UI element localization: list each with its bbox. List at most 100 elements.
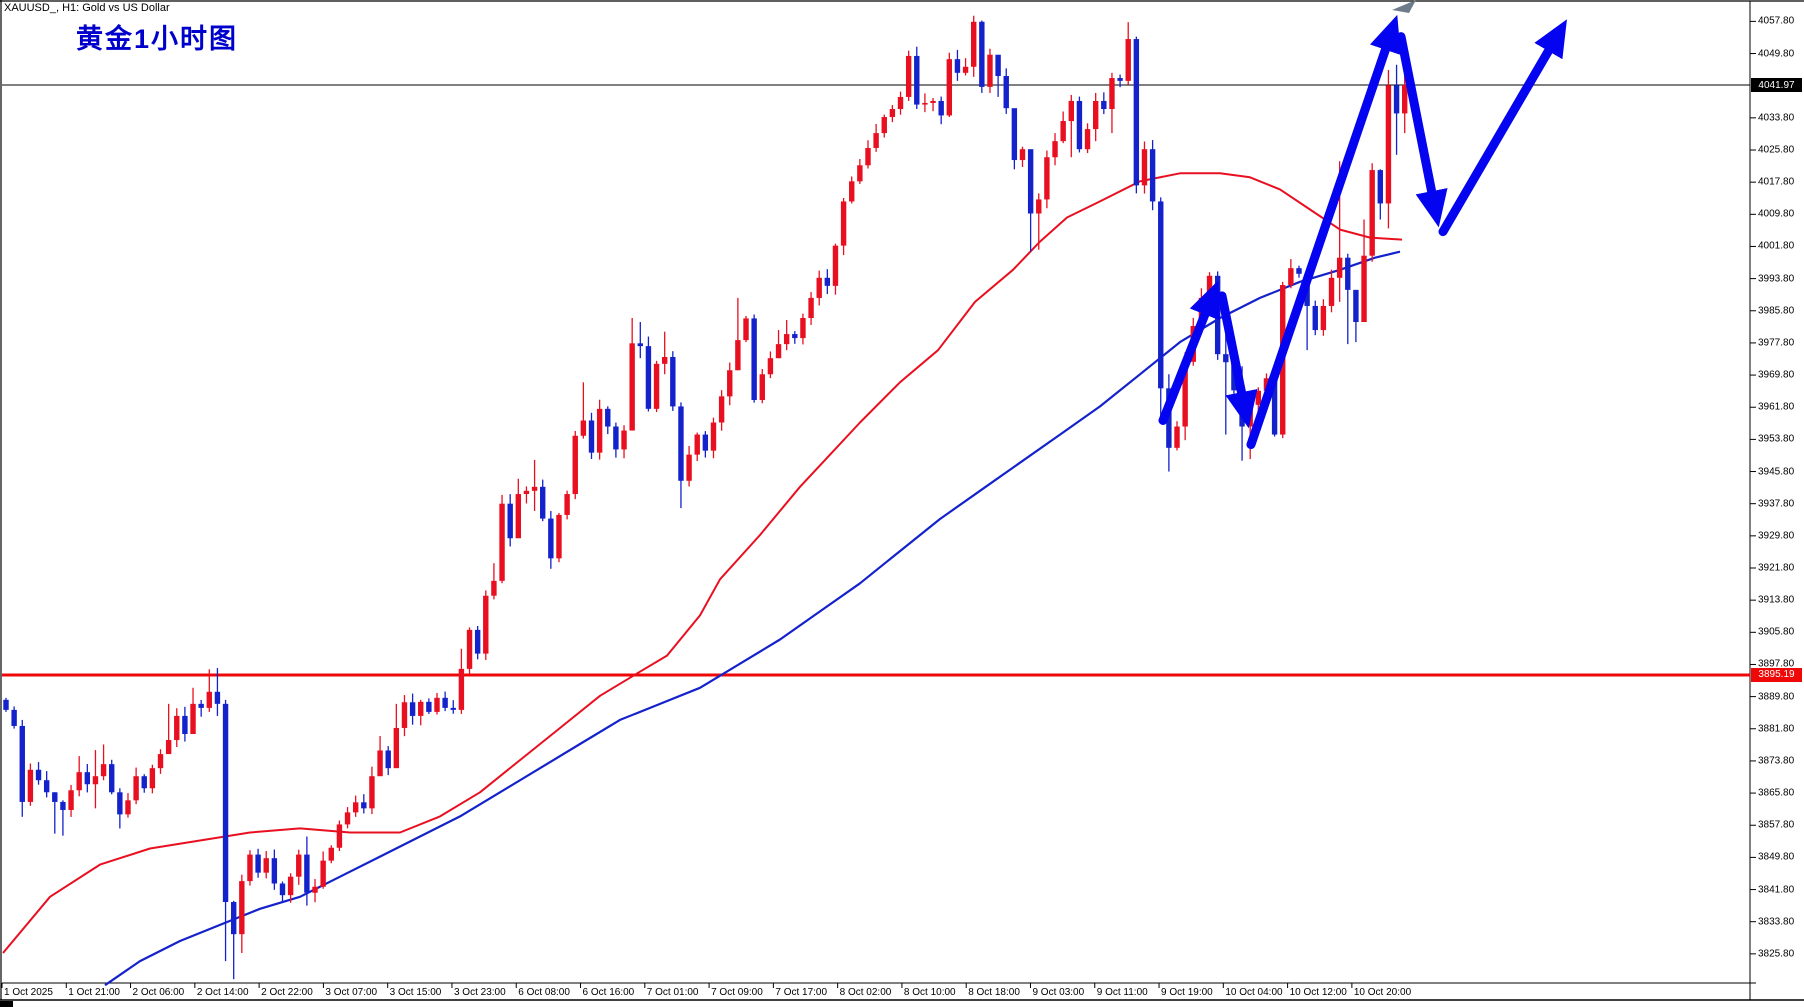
trend-arrow[interactable] (1396, 32, 1448, 228)
trend-arrow[interactable] (1438, 19, 1567, 237)
price-axis-label: 3825.80 (1758, 948, 1795, 960)
candle-body (857, 165, 863, 182)
candle-body (832, 245, 839, 286)
candle-body (930, 100, 936, 103)
candle-body (1174, 426, 1180, 448)
candle-body (1068, 100, 1074, 122)
candle-body (1052, 141, 1058, 158)
candle-body (1011, 108, 1018, 161)
candle-body (442, 697, 448, 708)
candle-body (206, 691, 212, 708)
time-axis-label: 3 Oct 07:00 (325, 987, 378, 998)
candle-body (572, 435, 578, 495)
candle-body (1312, 305, 1318, 331)
candle-body (214, 691, 221, 704)
candle-body (1166, 388, 1172, 448)
ma-red-line (2, 172, 1403, 954)
candle-body (344, 812, 351, 825)
candle-body (1223, 354, 1229, 363)
candle-body (239, 881, 245, 935)
candle-body (653, 363, 660, 409)
candle-body (1092, 100, 1099, 130)
candle-body (792, 334, 798, 339)
trend-arrow[interactable] (1246, 14, 1401, 450)
candle-body (1271, 378, 1278, 435)
trend-arrows-layer[interactable] (1158, 0, 1567, 450)
candle-body (60, 801, 66, 810)
candle-body (1320, 305, 1327, 331)
chart-watermark-label: 黄金1小时图 (76, 24, 239, 54)
candle-body (718, 396, 725, 423)
trend-arrow[interactable] (1158, 280, 1220, 425)
candle-body (507, 503, 513, 539)
candle-body (1141, 149, 1148, 186)
candle-body (458, 668, 465, 710)
candle-body (686, 454, 692, 481)
time-axis-label: 9 Oct 19:00 (1161, 987, 1213, 998)
support-price-badge[interactable]: 3895.19 (1751, 667, 1802, 682)
candle-body (483, 595, 489, 654)
candle-body (52, 792, 58, 802)
candle-body (320, 860, 326, 887)
candle-body (1353, 289, 1359, 323)
candle-body (499, 503, 505, 581)
candle-body (1101, 100, 1107, 109)
candle-body (515, 494, 522, 539)
candle-body (897, 96, 904, 109)
horizontal-price-lines[interactable] (2, 84, 1750, 677)
candle-body (816, 277, 822, 298)
candle-body (466, 629, 473, 669)
candle-body (230, 902, 237, 935)
candle-body (873, 133, 879, 148)
price-axis-label: 3833.80 (1758, 916, 1795, 928)
price-axis-label: 4009.80 (1758, 208, 1795, 220)
candle-body (995, 54, 1001, 77)
price-axis-label: 3881.80 (1758, 723, 1795, 735)
price-axis-label: 3865.80 (1758, 787, 1795, 799)
candle-body (377, 750, 383, 777)
candle-body (328, 847, 334, 861)
candle-body (629, 343, 635, 431)
candle-body (767, 358, 774, 375)
candle-body (954, 59, 961, 73)
candle-body (3, 699, 9, 710)
candle-body (263, 858, 269, 873)
candle-body (564, 494, 570, 515)
candle-body (1385, 85, 1392, 204)
candle-body (1125, 39, 1131, 81)
candle-body (336, 824, 343, 848)
candle-body (751, 318, 757, 400)
candle-body (1117, 78, 1123, 81)
price-axis-label: 3841.80 (1758, 884, 1795, 896)
candle-body (1019, 149, 1026, 161)
candle-body (808, 297, 814, 318)
time-axis-label: 6 Oct 08:00 (518, 987, 570, 998)
candle-body (271, 858, 278, 884)
candle-body (540, 486, 546, 519)
time-axis-label: 10 Oct 20:00 (1353, 987, 1412, 998)
price-axis-label: 3961.80 (1758, 401, 1795, 413)
time-axis-label: 6 Oct 16:00 (582, 987, 635, 998)
candle-body (905, 55, 912, 97)
price-axis-label: 3889.80 (1758, 691, 1795, 703)
moving-average-lines (2, 172, 1403, 987)
candle-body (84, 772, 91, 785)
candle-body (1084, 129, 1091, 150)
candle-body (637, 343, 643, 347)
candle-body (759, 374, 765, 400)
trend-arrow[interactable] (1217, 291, 1258, 429)
candle-body (678, 406, 684, 481)
candle-body (800, 317, 806, 339)
candle-body (352, 802, 359, 813)
candle-body (1060, 121, 1066, 142)
candle-body (588, 420, 595, 453)
candle-body (702, 434, 709, 451)
candle-body (385, 750, 391, 769)
candle-body (1027, 149, 1034, 214)
candle-body (125, 800, 131, 815)
time-axis-label: 8 Oct 02:00 (839, 987, 892, 998)
candle-body (727, 370, 733, 397)
candle-body (548, 518, 554, 559)
price-axis-label: 3849.80 (1758, 851, 1795, 863)
